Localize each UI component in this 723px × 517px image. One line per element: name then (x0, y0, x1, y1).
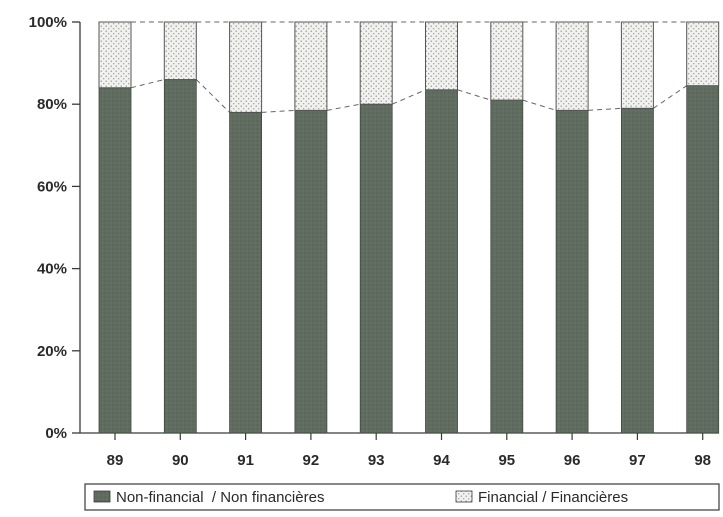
y-axis: 0% 20% 40% 60% 80% 100% (29, 14, 81, 442)
connector-non-financial (326, 103, 361, 111)
legend-box (84, 483, 720, 511)
connector-non-financial (457, 89, 491, 101)
y-tick-label: 40% (37, 261, 67, 278)
bar-segment-non-financial (490, 99, 524, 434)
bar-segment-financial (229, 21, 263, 113)
bar-segment-financial (490, 21, 524, 101)
bar-segment-financial (555, 21, 589, 111)
bar-segment-financial (425, 21, 458, 91)
connector-lines (130, 21, 687, 113)
legend-swatch-financial (455, 490, 473, 503)
connector-non-financial (261, 109, 295, 113)
x-tick-label: 89 (107, 452, 124, 469)
bar-segment-non-financial (294, 109, 328, 434)
bar-segment-non-financial (229, 112, 263, 434)
x-tick-label: 96 (564, 452, 581, 469)
x-tick-label: 97 (629, 452, 646, 469)
x-tick-label: 98 (694, 452, 711, 469)
x-axis: 89 90 91 92 93 94 95 96 97 98 (80, 432, 719, 469)
x-tick-label: 94 (433, 452, 450, 469)
bar-segment-financial (163, 21, 197, 81)
bar-segment-non-financial (555, 109, 589, 434)
bar-segment-non-financial (359, 103, 393, 434)
legend: Non-financial / Non financières Financia… (84, 483, 720, 511)
bar-segment-non-financial (621, 107, 654, 434)
connector-non-financial (653, 85, 687, 109)
y-tick-label: 60% (37, 178, 67, 195)
bars (98, 21, 720, 434)
bar-segment-non-financial (98, 87, 132, 434)
legend-label-non-financial: Non-financial / Non financières (116, 489, 324, 506)
connector-non-financial (588, 107, 622, 111)
connector-non-financial (522, 99, 557, 111)
bar-segment-financial (359, 21, 393, 105)
bar-segment-non-financial (163, 79, 197, 434)
x-tick-label: 91 (237, 452, 254, 469)
y-tick-label: 80% (37, 96, 67, 113)
bar-segment-non-financial (686, 85, 720, 434)
connector-non-financial (130, 79, 165, 89)
bar-segment-non-financial (425, 89, 458, 434)
legend-label-financial: Financial / Financières (478, 489, 628, 506)
x-tick-label: 90 (172, 452, 189, 469)
legend-swatch-non-financial (93, 490, 111, 503)
y-tick-label: 100% (29, 14, 67, 31)
y-tick-label: 0% (45, 425, 67, 442)
x-tick-label: 93 (368, 452, 385, 469)
bar-segment-financial (294, 21, 328, 111)
connector-non-financial (195, 79, 230, 113)
bar-segment-financial (98, 21, 132, 89)
connector-non-financial (392, 89, 426, 105)
bar-segment-financial (686, 21, 720, 87)
bar-segment-financial (620, 21, 654, 109)
x-tick-label: 95 (498, 452, 515, 469)
x-tick-label: 92 (303, 452, 320, 469)
y-tick-label: 20% (37, 343, 67, 360)
